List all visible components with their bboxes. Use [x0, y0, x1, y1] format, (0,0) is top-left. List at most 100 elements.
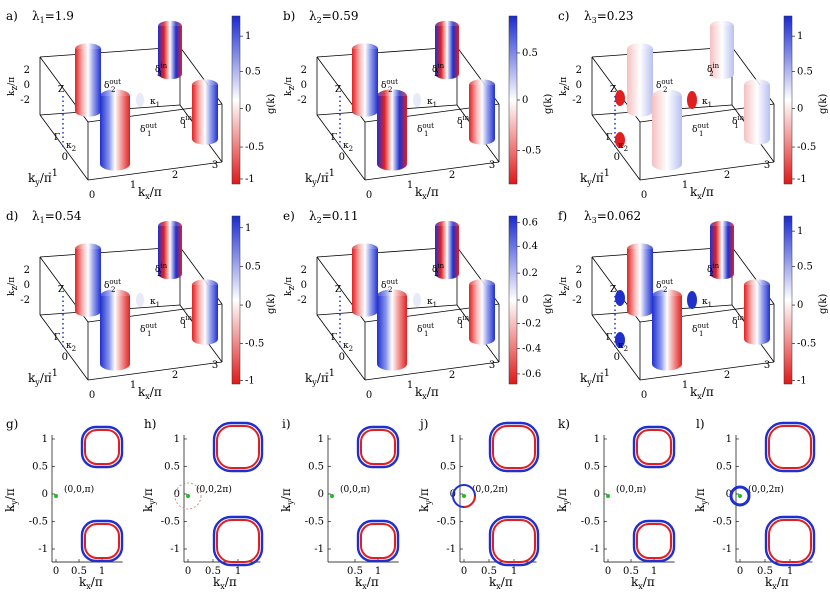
x-tick-label: 2 [172, 170, 178, 181]
fermi-pocket [632, 519, 676, 563]
z-axis-label: kz/π [284, 277, 297, 296]
label-kappa1: κ1 [427, 297, 437, 309]
surface-gamma-pocket [615, 132, 625, 148]
y-axis-label: ky/π [3, 488, 19, 512]
label-Gamma: Γ [331, 133, 337, 143]
fermi-surfaces [352, 20, 495, 171]
y-tick-label: 0 [614, 152, 620, 163]
label-delta-b: δin 2 [155, 262, 168, 278]
k-point-annotation: (0,0,2π) [196, 484, 232, 495]
label-delta-c: δout 1 [417, 322, 434, 338]
y-axis-label: ky/π [141, 488, 157, 512]
pocket-outer [356, 519, 400, 563]
three-d-panels: a) λ1=1.920-2kz/π0-1ky/π0123kx/π10.50-0.5… [6, 9, 829, 401]
colorbar-tick-label: 0.6 [522, 218, 538, 229]
panel-f: f) λ3=0.06220-2kz/π0-1ky/π0123kx/π10.50-0… [558, 209, 829, 401]
colorbar-tick-label: 0.5 [245, 66, 261, 77]
label-Z: Z [335, 285, 341, 295]
panel-k: k)10.50-0.5-10 0.5 1kx/πky/π (0,0,π) [555, 417, 676, 591]
x-axis-label: kx/π [765, 575, 789, 591]
colorbar-label: g(k) [266, 94, 277, 114]
label-delta-a: δout 2 [381, 278, 398, 294]
x-tick-label: 0 [737, 566, 743, 577]
label-Gamma: Γ [606, 333, 612, 343]
label-Z: Z [335, 85, 341, 95]
y-tick-label: -1 [590, 544, 600, 555]
x-tick-label: 2 [724, 170, 730, 181]
panel-b: b) λ2=0.59 2 0 -2kz/π 0 -1ky/π 0 1 2 3 kx/π 0.5 0 -0.5… [283, 9, 554, 201]
y-tick-label: -1 [600, 368, 610, 379]
z-tick-label: 0 [576, 80, 582, 91]
two-d-panels: g)10.50-0.5-10 0.5 1kx/πky/π (0,0,π)h)10.50… [3, 417, 816, 591]
colorbar-label: g(k) [543, 94, 554, 114]
fermi-pocket [488, 421, 540, 473]
colorbar-tick-label: 0.5 [522, 48, 538, 59]
surface-delta2-in [710, 20, 734, 80]
panel-e: e) λ2=0.11 2 0 -2kz/π 0 -1ky/π 0 1 2 3 kx/π 0.6 0.4 0.… [283, 209, 554, 401]
z-tick-label: 2 [576, 65, 582, 76]
colorbar-tick-label: -0.5 [522, 145, 541, 156]
colorbar-tick-label: 0 [522, 95, 528, 106]
surface-z-pocket [615, 90, 625, 106]
surface-delta2-out [627, 43, 653, 117]
x-axis-label: kx/π [415, 385, 439, 401]
label-delta-b: δin 2 [707, 62, 720, 78]
z-tick-label: 0 [576, 280, 582, 291]
fermi-pocket [764, 421, 816, 473]
panel-label: e) [283, 209, 295, 223]
surface-delta2-out [75, 43, 101, 117]
x-tick-label: 1 [99, 566, 105, 577]
x-tick-label: 0 [185, 566, 191, 577]
label-delta-c: δout 1 [140, 122, 157, 138]
colorbar-tick-label: 0.5 [245, 261, 261, 272]
y-tick-label: 0.5 [440, 462, 456, 473]
y-tick-label: 1 [450, 434, 456, 445]
colorbar-tick-label: 0.5 [797, 66, 813, 77]
y-tick-label: 0 [339, 152, 345, 163]
surface-delta1-out [652, 89, 682, 171]
x-tick-label: 3 [212, 360, 218, 371]
z-tick-label: -2 [572, 95, 582, 106]
colorbar-label-text: g(k) [266, 94, 277, 114]
pocket-outer [488, 421, 540, 473]
panel-label: a) [6, 9, 18, 23]
colorbar-tick-label: 0 [245, 103, 251, 114]
x-tick-label: 1 [407, 380, 413, 391]
colorbar-tick-label: 0 [797, 300, 803, 311]
pocket-outer [212, 515, 264, 567]
y-tick-label: -0.5 [305, 517, 324, 528]
surface-kappa1-pocket [687, 91, 697, 109]
surface-delta2-in [435, 20, 459, 80]
y-tick-label: 0.5 [164, 462, 180, 473]
y-tick-label: -0.5 [437, 517, 456, 528]
label-delta-a: δout 2 [381, 78, 398, 94]
z-tick-label: -2 [572, 295, 582, 306]
surface-gamma-pocket [615, 332, 625, 348]
panel-label: f) [558, 209, 567, 223]
z-axis-text: kz/π [559, 77, 572, 96]
k-point-annotation: (0,0,2π) [472, 484, 508, 495]
z-tick-label: 2 [301, 265, 307, 276]
gamma-point [738, 494, 742, 498]
x-tick-label: 0 [366, 190, 372, 201]
y-tick-label: -1 [48, 168, 58, 179]
y-axis-label: ky/π [693, 488, 709, 512]
surface-delta1-out [100, 289, 130, 371]
y-axis-label: ky/π [417, 488, 433, 512]
surface-delta2-out [352, 243, 378, 317]
x-tick-label: 3 [212, 160, 218, 171]
pocket-inner [84, 523, 120, 559]
z-tick-label: -2 [20, 95, 30, 106]
y-tick-label: -1 [722, 544, 732, 555]
label-delta-d: δin 1 [732, 114, 745, 130]
gamma-point [606, 494, 610, 498]
gamma-point [186, 494, 190, 498]
z-axis-text: kz/π [7, 277, 20, 296]
x-tick-label: 0 [605, 566, 611, 577]
x-tick-label: 0 [366, 390, 372, 401]
surface-delta2-out [75, 243, 101, 317]
surface-kappa1-pocket [413, 293, 421, 307]
label-kappa2: κ2 [66, 341, 76, 353]
surface-delta2-in [158, 220, 182, 280]
colorbar-label-text: g(k) [543, 294, 554, 314]
